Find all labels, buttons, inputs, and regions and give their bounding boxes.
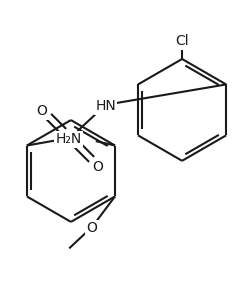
Text: Cl: Cl <box>175 34 188 48</box>
Text: H₂N: H₂N <box>55 132 82 146</box>
Text: S: S <box>65 132 75 147</box>
Text: O: O <box>92 160 103 175</box>
Text: O: O <box>86 221 97 236</box>
Text: HN: HN <box>95 99 116 113</box>
Text: O: O <box>37 104 47 118</box>
